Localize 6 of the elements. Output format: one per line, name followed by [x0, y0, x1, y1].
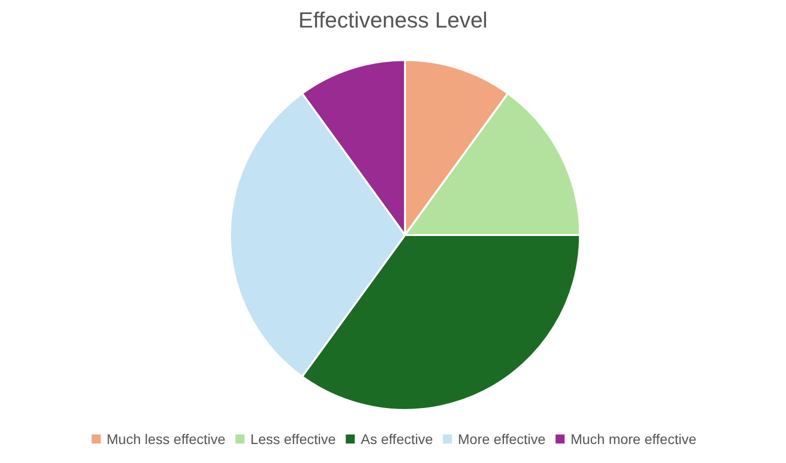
legend-label: Much more effective: [570, 431, 697, 447]
chart-title: Effectiveness Level: [298, 8, 488, 32]
legend-label: As effective: [360, 431, 434, 447]
legend-label: More effective: [458, 431, 546, 447]
legend-label: Less effective: [250, 431, 336, 447]
legend-label: Much less effective: [106, 431, 226, 447]
